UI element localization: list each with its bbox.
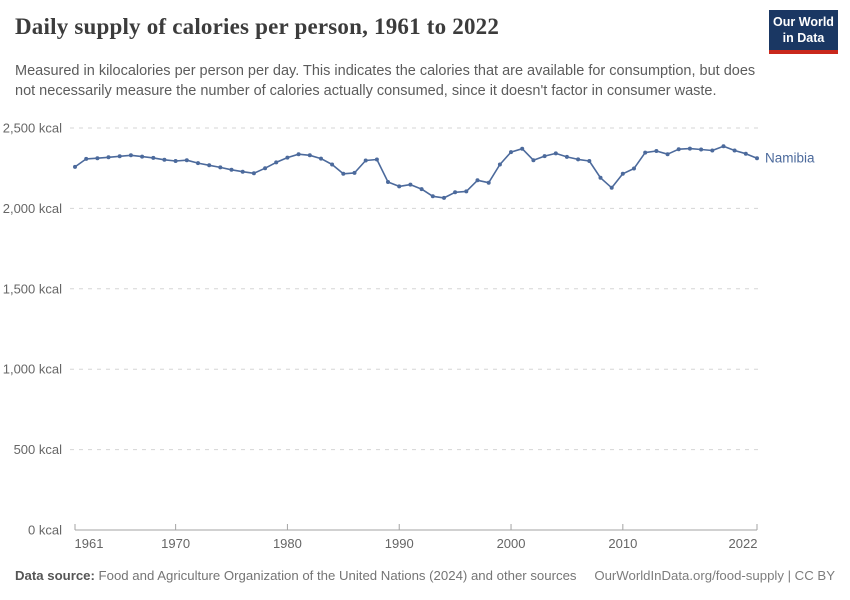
y-axis-label: 1,500 kcal — [3, 281, 62, 296]
data-point[interactable] — [330, 162, 335, 167]
data-point[interactable] — [296, 152, 301, 157]
data-point[interactable] — [632, 166, 636, 171]
data-point[interactable] — [73, 164, 77, 169]
data-point[interactable] — [117, 154, 122, 159]
data-point[interactable] — [509, 150, 513, 155]
page-title: Daily supply of calories per person, 196… — [15, 14, 500, 39]
data-point[interactable] — [84, 156, 89, 161]
data-point[interactable] — [464, 189, 469, 194]
y-axis-label: 500 kcal — [14, 442, 63, 457]
data-point[interactable] — [486, 180, 491, 185]
data-point[interactable] — [374, 157, 379, 162]
attribution-link[interactable]: OurWorldInData.org/food-supply | CC BY — [594, 568, 835, 583]
data-point[interactable] — [598, 175, 603, 180]
data-source-note: Data source: Food and Agriculture Organi… — [15, 568, 577, 583]
data-point[interactable] — [576, 157, 581, 162]
chart-footer: Data source: Food and Agriculture Organi… — [0, 562, 850, 592]
data-point[interactable] — [665, 152, 670, 157]
x-axis-label: 1990 — [385, 536, 414, 551]
data-point[interactable] — [240, 169, 245, 174]
data-point[interactable] — [274, 160, 279, 165]
data-point[interactable] — [106, 155, 111, 160]
chart-subtitle: Measured in kilocalories per person per … — [15, 63, 756, 99]
data-point[interactable] — [341, 171, 346, 176]
data-point[interactable] — [128, 153, 133, 158]
data-point[interactable] — [363, 158, 368, 163]
x-axis-label: 1980 — [273, 536, 302, 551]
data-point[interactable] — [218, 165, 223, 170]
data-point[interactable] — [419, 187, 424, 192]
data-point[interactable] — [710, 148, 715, 153]
data-source-label: Data source: — [15, 568, 95, 583]
data-point[interactable] — [497, 162, 502, 167]
x-axis-label: 2000 — [497, 536, 526, 551]
data-point[interactable] — [173, 159, 178, 163]
x-axis-label: 2022 — [729, 536, 758, 551]
x-axis-label: 2010 — [608, 536, 637, 551]
x-axis-label: 1961 — [75, 536, 104, 551]
data-point[interactable] — [721, 144, 726, 149]
data-point[interactable] — [263, 166, 268, 171]
namibia-line[interactable] — [74, 145, 758, 199]
data-point[interactable] — [520, 146, 525, 151]
data-point[interactable] — [95, 156, 100, 161]
data-point[interactable] — [386, 180, 390, 184]
owid-logo[interactable]: Our World in Data — [769, 10, 838, 55]
owid-logo-line1: Our World — [773, 15, 834, 29]
chart-area: 0 kcal 500 kcal 1,000 kcal 1,500 kcal 2,000 … — [0, 115, 850, 560]
data-point[interactable] — [587, 159, 592, 163]
data-point[interactable] — [743, 151, 748, 156]
data-point[interactable] — [352, 170, 357, 175]
data-point[interactable] — [196, 161, 200, 166]
data-point[interactable] — [251, 171, 256, 176]
x-axis-label: 1970 — [161, 536, 190, 551]
data-point[interactable] — [430, 194, 435, 199]
y-axis-label: 0 kcal — [28, 523, 62, 538]
data-point[interactable] — [162, 157, 167, 162]
data-point[interactable] — [755, 156, 759, 161]
y-axis-label: 2,500 kcal — [3, 121, 62, 136]
data-source-text: Food and Agriculture Organization of the… — [94, 568, 577, 583]
data-point[interactable] — [687, 146, 692, 151]
data-point[interactable] — [285, 155, 290, 160]
owid-logo-line2: in Data — [782, 30, 825, 45]
entity-label-namibia[interactable]: Namibia — [765, 151, 815, 166]
data-point[interactable] — [643, 150, 648, 155]
data-point[interactable] — [654, 149, 659, 153]
data-point[interactable] — [442, 195, 446, 200]
data-point[interactable] — [620, 171, 625, 176]
data-point[interactable] — [307, 153, 312, 158]
data-point[interactable] — [408, 182, 413, 187]
data-point[interactable] — [542, 154, 547, 159]
data-point[interactable] — [553, 151, 558, 156]
line-chart: 0 kcal 500 kcal 1,000 kcal 1,500 kcal 2,000 … — [3, 121, 815, 552]
data-point[interactable] — [151, 155, 156, 160]
data-point[interactable] — [475, 178, 480, 183]
data-point[interactable] — [229, 167, 234, 172]
y-axis-label: 1,000 kcal — [3, 362, 62, 377]
data-point[interactable] — [676, 147, 681, 152]
data-point[interactable] — [564, 154, 569, 159]
data-point[interactable] — [140, 154, 145, 159]
data-point[interactable] — [319, 156, 323, 161]
data-point[interactable] — [397, 184, 402, 189]
data-point[interactable] — [699, 147, 704, 152]
data-point[interactable] — [732, 148, 737, 153]
data-point[interactable] — [531, 158, 536, 163]
data-point[interactable] — [184, 158, 189, 163]
data-point[interactable] — [453, 190, 458, 195]
data-point[interactable] — [609, 185, 614, 190]
data-point[interactable] — [207, 163, 212, 168]
y-axis-label: 2,000 kcal — [3, 201, 62, 216]
